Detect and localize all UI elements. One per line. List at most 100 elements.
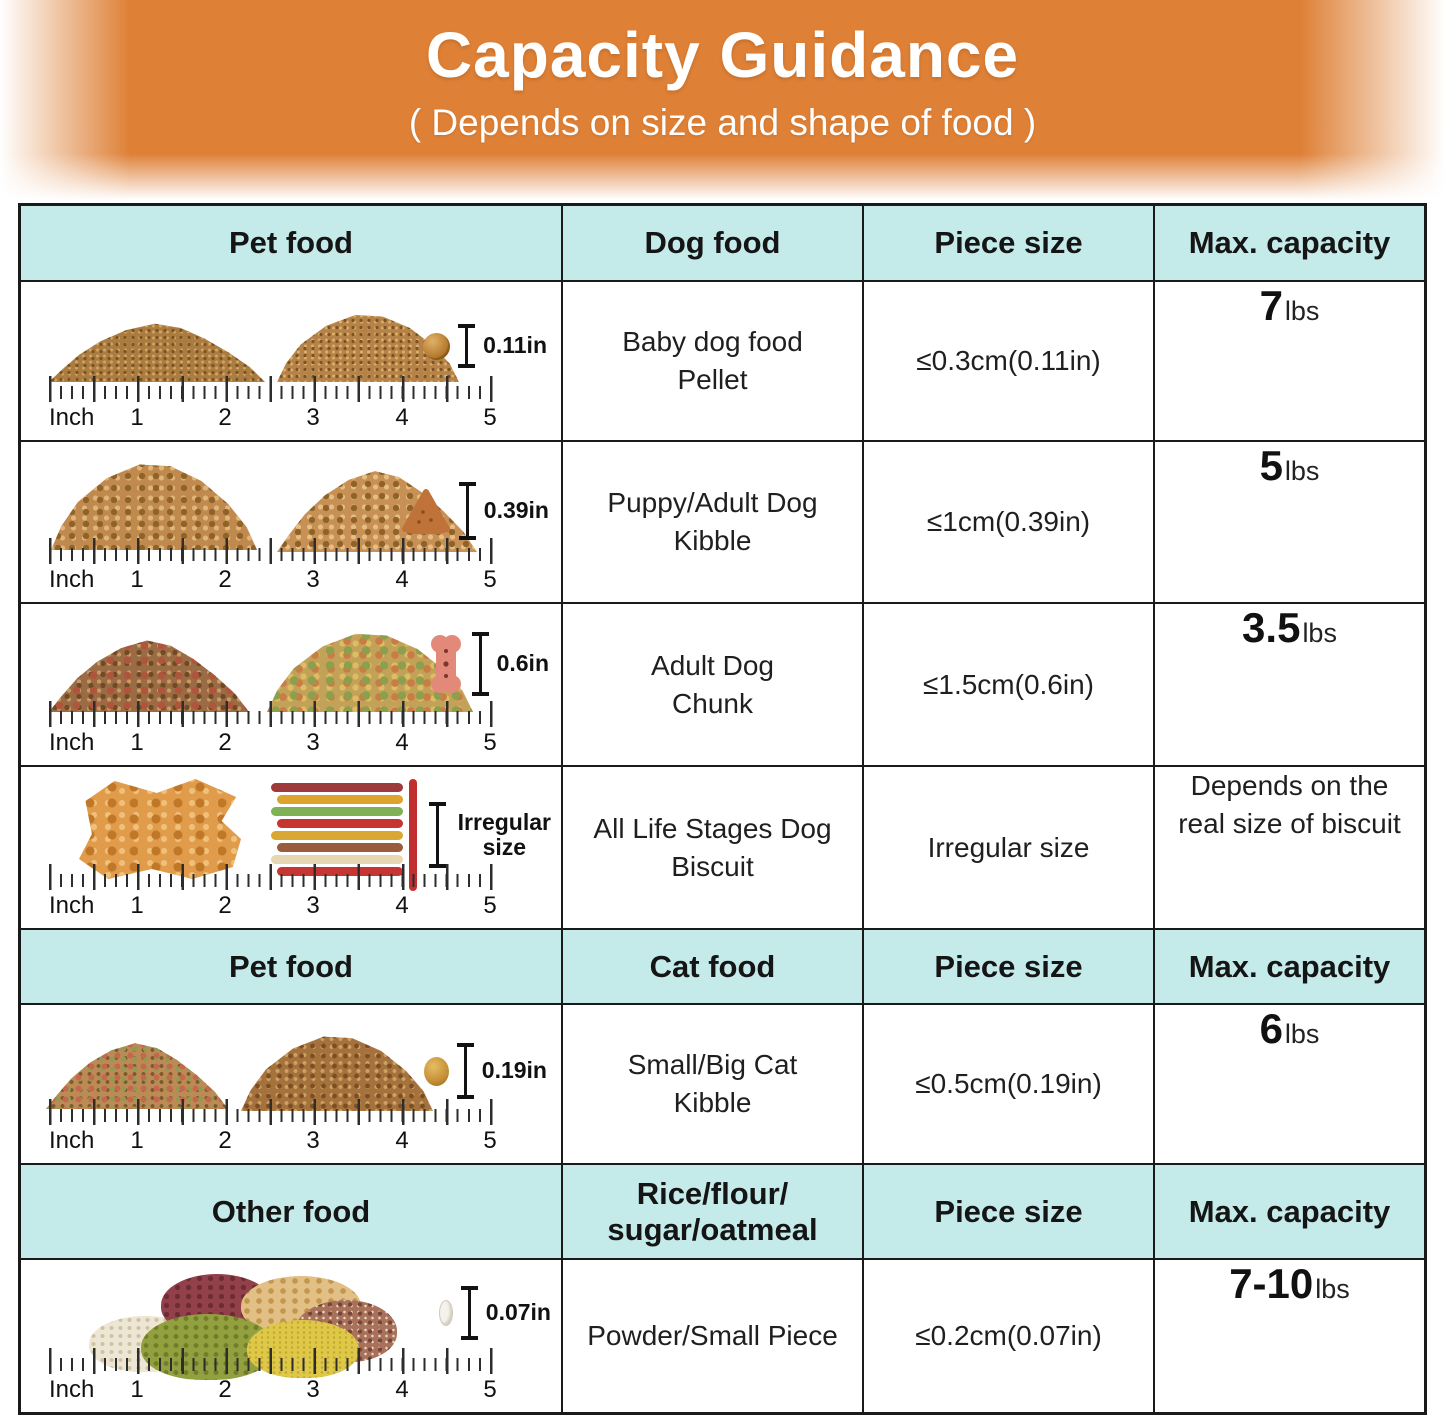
header-piece-size: Piece size [864, 206, 1155, 280]
oval-kibble-icon [423, 1056, 449, 1086]
capacity-unit: lbs [1284, 456, 1320, 486]
treat-sticks-pile [271, 783, 403, 876]
ruler-unit-label: Inch [49, 566, 95, 593]
measure-bracket-icon [460, 1286, 478, 1340]
ruler-unit-label: Inch [49, 404, 95, 431]
capacity-value: 6 [1259, 1005, 1283, 1052]
food-pile [51, 464, 257, 550]
ruler-ticks [49, 538, 493, 564]
measure-bracket-icon [471, 632, 489, 696]
ruler-ticks [49, 1099, 493, 1125]
capacity-cell: 6 lbs [1155, 1005, 1424, 1163]
capacity-unit: lbs [1284, 296, 1320, 326]
header-max-capacity: Max. capacity [1188, 948, 1391, 984]
ruler-numbers: Inch 1 2 3 4 5 [49, 1376, 497, 1403]
capacity-cell: 3.5 lbs [1155, 604, 1424, 765]
header-pet-food: Pet food [21, 930, 563, 1003]
capacity-cell: Depends on the real size of biscuit [1155, 767, 1424, 928]
header-piece-size: Piece size [864, 1165, 1155, 1258]
piece-size-measure: 0.07in [438, 1286, 551, 1340]
table-header-row-dog: Pet food Dog food Piece size Max. capaci… [21, 206, 1424, 282]
table-row: 0.6in Inch 1 2 3 4 5 Adult Dog Chunk ≤1.… [21, 604, 1424, 767]
capacity-value: 7-10 [1229, 1260, 1314, 1307]
food-image-cell: 0.6in Inch 1 2 3 4 5 [21, 604, 563, 765]
ruler-ticks [49, 864, 493, 890]
capacity-value: 5 [1259, 442, 1283, 489]
header-pet-food: Pet food [21, 206, 563, 280]
red-stick-icon [408, 779, 417, 891]
food-name-cell: Puppy/Adult Dog Kibble [563, 442, 864, 602]
header-max-capacity: Max. capacity [1188, 1193, 1391, 1229]
ruler-unit-label: Inch [49, 892, 95, 919]
size-label: 0.11in [483, 332, 547, 359]
round-pellet-icon [423, 332, 451, 360]
piece-size-cell: Irregular size [864, 767, 1155, 928]
size-label: 0.07in [485, 1299, 551, 1326]
food-image-cell: 0.19in Inch 1 2 3 4 5 [21, 1005, 563, 1163]
ruler-ticks [49, 376, 493, 402]
table-row: 0.07in Inch 1 2 3 4 5 Powder/Small Piece… [21, 1260, 1424, 1412]
inch-ruler: Inch 1 2 3 4 5 [49, 1348, 497, 1404]
table-row: 0.19in Inch 1 2 3 4 5 Small/Big Cat Kibb… [21, 1005, 1424, 1165]
capacity-cell: 5 lbs [1155, 442, 1424, 602]
food-name-cell: Adult Dog Chunk [563, 604, 864, 765]
measure-bracket-icon [428, 802, 446, 868]
food-name-cell: Baby dog food Pellet [563, 282, 864, 440]
food-image-cell: 0.39in Inch 1 2 3 4 5 [21, 442, 563, 602]
ruler-ticks [49, 1348, 493, 1374]
ruler-unit-label: Inch [49, 1127, 95, 1154]
size-label: 0.19in [481, 1057, 547, 1084]
ruler-numbers: Inch 1 2 3 4 5 [49, 1127, 497, 1154]
inch-ruler: Inch 1 2 3 4 5 [49, 538, 497, 594]
header-dog-food: Dog food [563, 206, 864, 280]
ruler-numbers: Inch 1 2 3 4 5 [49, 892, 497, 919]
inch-ruler: Inch 1 2 3 4 5 [49, 1099, 497, 1155]
capacity-unit: lbs [1302, 618, 1337, 648]
capacity-unit: lbs [1284, 1019, 1320, 1049]
ruler-ticks [49, 701, 493, 727]
page-subtitle: ( Depends on size and shape of food ) [408, 102, 1037, 143]
banner: Capacity Guidance ( Depends on size and … [0, 0, 1445, 202]
piece-size-measure: 0.11in [423, 324, 547, 368]
inch-ruler: Inch 1 2 3 4 5 [49, 701, 497, 757]
size-label: 0.6in [496, 650, 549, 677]
header-cat-food: Cat food [563, 930, 864, 1003]
food-image-cell: 0.11in Inch 1 2 3 4 5 [21, 282, 563, 440]
food-name-cell: Small/Big Cat Kibble [563, 1005, 864, 1163]
food-pile [49, 640, 249, 712]
measure-bracket-icon [458, 482, 476, 540]
capacity-cell: 7-10 lbs [1155, 1260, 1424, 1412]
table-header-row-other: Other food Rice/flour/ sugar/oatmeal Pie… [21, 1165, 1424, 1260]
table-header-row-cat: Pet food Cat food Piece size Max. capaci… [21, 930, 1424, 1005]
page-title: Capacity Guidance [425, 19, 1020, 91]
food-pile [49, 323, 265, 382]
header-piece-size: Piece size [864, 930, 1155, 1003]
inch-ruler: Inch 1 2 3 4 5 [49, 864, 497, 920]
piece-size-measure: 0.6in [428, 632, 549, 696]
piece-size-cell: ≤1.5cm(0.6in) [864, 604, 1155, 765]
table-row: 0.39in Inch 1 2 3 4 5 Puppy/Adult Dog Ki… [21, 442, 1424, 604]
capacity-note: Depends on the real size of biscuit [1178, 770, 1401, 839]
triangle-kibble-icon [401, 489, 450, 534]
bone-biscuit-icon [430, 635, 461, 693]
jerky-pile [79, 779, 241, 879]
ruler-unit-label: Inch [49, 729, 95, 756]
piece-size-cell: ≤0.3cm(0.11in) [864, 282, 1155, 440]
header-rice-flour: Rice/flour/ sugar/oatmeal [563, 1165, 864, 1258]
header-other-food: Other food [21, 1165, 563, 1258]
capacity-value: 7 [1259, 282, 1283, 329]
food-name-cell: All Life Stages Dog Biscuit [563, 767, 864, 928]
capacity-cell: 7 lbs [1155, 282, 1424, 440]
food-image-cell: Irregular size Inch 1 2 3 4 5 [21, 767, 563, 928]
ruler-numbers: Inch 1 2 3 4 5 [49, 729, 497, 756]
piece-size-measure: 0.39in [401, 482, 549, 540]
food-name-cell: Powder/Small Piece [563, 1260, 864, 1412]
ruler-numbers: Inch 1 2 3 4 5 [49, 404, 497, 431]
size-label: Irregular size [457, 808, 551, 860]
food-image-cell: 0.07in Inch 1 2 3 4 5 [21, 1260, 563, 1412]
piece-size-cell: ≤1cm(0.39in) [864, 442, 1155, 602]
piece-size-measure: 0.19in [423, 1043, 547, 1099]
ruler-numbers: Inch 1 2 3 4 5 [49, 566, 497, 593]
capacity-unit: lbs [1315, 1274, 1350, 1304]
